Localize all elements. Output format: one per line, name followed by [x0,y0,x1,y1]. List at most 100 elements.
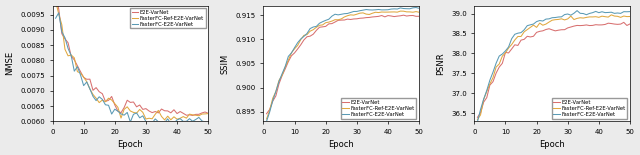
FasterFC-Ref-E2E-VarNet [607,14,615,16]
E2E-VarNet [170,109,178,111]
FasterFC-Ref-E2E-VarNet [604,16,612,18]
FasterFC-Ref-E2E-VarNet [152,113,159,115]
FasterFC-E2E-VarNet [474,121,481,123]
FasterFC-Ref-E2E-VarNet [154,109,162,111]
FasterFC-Ref-E2E-VarNet [378,11,385,13]
FasterFC-Ref-E2E-VarNet [136,108,143,110]
FasterFC-E2E-VarNet [403,8,410,10]
FasterFC-Ref-E2E-VarNet [582,16,590,18]
FasterFC-E2E-VarNet [300,35,308,37]
E2E-VarNet [477,112,484,114]
FasterFC-E2E-VarNet [527,24,534,26]
FasterFC-E2E-VarNet [83,81,91,83]
FasterFC-E2E-VarNet [275,81,283,82]
FasterFC-E2E-VarNet [483,90,491,91]
E2E-VarNet [102,100,109,102]
FasterFC-E2E-VarNet [375,9,383,10]
FasterFC-Ref-E2E-VarNet [409,11,417,13]
FasterFC-Ref-E2E-VarNet [573,18,581,19]
FasterFC-Ref-E2E-VarNet [145,117,153,119]
Line: E2E-VarNet: E2E-VarNet [477,22,630,117]
FasterFC-E2E-VarNet [307,28,314,29]
FasterFC-Ref-E2E-VarNet [316,24,323,26]
E2E-VarNet [139,108,147,110]
FasterFC-E2E-VarNet [186,118,193,120]
FasterFC-Ref-E2E-VarNet [142,118,150,120]
FasterFC-E2E-VarNet [545,18,553,20]
FasterFC-Ref-E2E-VarNet [55,13,63,15]
E2E-VarNet [195,113,203,115]
FasterFC-E2E-VarNet [492,62,500,64]
E2E-VarNet [189,115,196,116]
FasterFC-Ref-E2E-VarNet [189,114,196,116]
X-axis label: Epoch: Epoch [118,140,143,149]
FasterFC-Ref-E2E-VarNet [483,91,491,93]
Line: FasterFC-E2E-VarNet: FasterFC-E2E-VarNet [477,11,630,122]
E2E-VarNet [322,25,330,27]
FasterFC-Ref-E2E-VarNet [552,19,559,21]
FasterFC-E2E-VarNet [477,108,484,110]
FasterFC-E2E-VarNet [272,91,280,92]
FasterFC-E2E-VarNet [384,9,392,11]
E2E-VarNet [508,48,516,50]
FasterFC-Ref-E2E-VarNet [517,35,525,37]
Line: FasterFC-E2E-VarNet: FasterFC-E2E-VarNet [266,8,419,121]
FasterFC-Ref-E2E-VarNet [372,11,380,13]
FasterFC-Ref-E2E-VarNet [365,13,373,15]
E2E-VarNet [331,21,339,23]
FasterFC-Ref-E2E-VarNet [269,97,276,99]
E2E-VarNet [502,51,509,53]
E2E-VarNet [598,24,606,26]
FasterFC-E2E-VarNet [552,17,559,18]
FasterFC-E2E-VarNet [132,112,140,114]
FasterFC-Ref-E2E-VarNet [300,34,308,36]
FasterFC-Ref-E2E-VarNet [567,15,575,17]
FasterFC-Ref-E2E-VarNet [328,20,336,22]
FasterFC-E2E-VarNet [520,29,528,31]
E2E-VarNet [284,61,292,63]
E2E-VarNet [344,18,351,20]
FasterFC-E2E-VarNet [114,110,122,112]
E2E-VarNet [58,33,66,35]
FasterFC-E2E-VarNet [164,118,172,120]
FasterFC-Ref-E2E-VarNet [195,115,203,117]
FasterFC-Ref-E2E-VarNet [309,29,317,31]
Line: FasterFC-E2E-VarNet: FasterFC-E2E-VarNet [56,13,208,125]
E2E-VarNet [74,65,81,67]
FasterFC-E2E-VarNet [586,13,593,14]
Legend: E2E-VarNet, FasterFC-Ref-E2E-VarNet, FasterFC-E2E-VarNet: E2E-VarNet, FasterFC-Ref-E2E-VarNet, Fas… [552,98,627,119]
Line: E2E-VarNet: E2E-VarNet [266,15,419,114]
FasterFC-E2E-VarNet [532,21,540,22]
E2E-VarNet [70,59,78,61]
FasterFC-E2E-VarNet [353,11,361,12]
Line: E2E-VarNet: E2E-VarNet [56,0,208,115]
FasterFC-E2E-VarNet [517,32,525,33]
FasterFC-E2E-VarNet [170,122,178,124]
FasterFC-E2E-VarNet [406,8,413,10]
E2E-VarNet [378,15,385,16]
FasterFC-E2E-VarNet [204,124,212,126]
E2E-VarNet [415,15,423,17]
E2E-VarNet [177,111,184,113]
E2E-VarNet [294,48,301,50]
FasterFC-Ref-E2E-VarNet [124,106,131,108]
FasterFC-Ref-E2E-VarNet [182,117,190,119]
FasterFC-Ref-E2E-VarNet [337,18,345,20]
FasterFC-Ref-E2E-VarNet [52,0,60,2]
FasterFC-E2E-VarNet [74,66,81,68]
E2E-VarNet [480,101,488,103]
Legend: E2E-VarNet, FasterFC-Ref-E2E-VarNet, FasterFC-E2E-VarNet: E2E-VarNet, FasterFC-Ref-E2E-VarNet, Fas… [130,8,205,29]
E2E-VarNet [601,24,609,25]
FasterFC-Ref-E2E-VarNet [164,115,172,117]
FasterFC-E2E-VarNet [598,11,606,13]
FasterFC-Ref-E2E-VarNet [617,16,625,18]
FasterFC-Ref-E2E-VarNet [611,15,618,17]
E2E-VarNet [130,101,138,103]
E2E-VarNet [579,24,587,26]
FasterFC-Ref-E2E-VarNet [623,16,631,18]
E2E-VarNet [201,111,209,113]
FasterFC-Ref-E2E-VarNet [505,47,513,49]
FasterFC-E2E-VarNet [412,7,420,9]
FasterFC-Ref-E2E-VarNet [312,26,320,28]
FasterFC-E2E-VarNet [561,14,568,16]
